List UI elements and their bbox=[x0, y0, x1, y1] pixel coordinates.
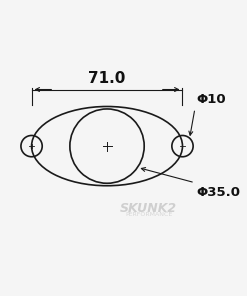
Text: 71.0: 71.0 bbox=[88, 71, 126, 86]
Text: Φ10: Φ10 bbox=[197, 93, 226, 106]
Text: PERFORMANCE: PERFORMANCE bbox=[125, 212, 172, 217]
Text: SKUNK2: SKUNK2 bbox=[120, 202, 177, 215]
Text: Φ35.0: Φ35.0 bbox=[197, 186, 241, 199]
